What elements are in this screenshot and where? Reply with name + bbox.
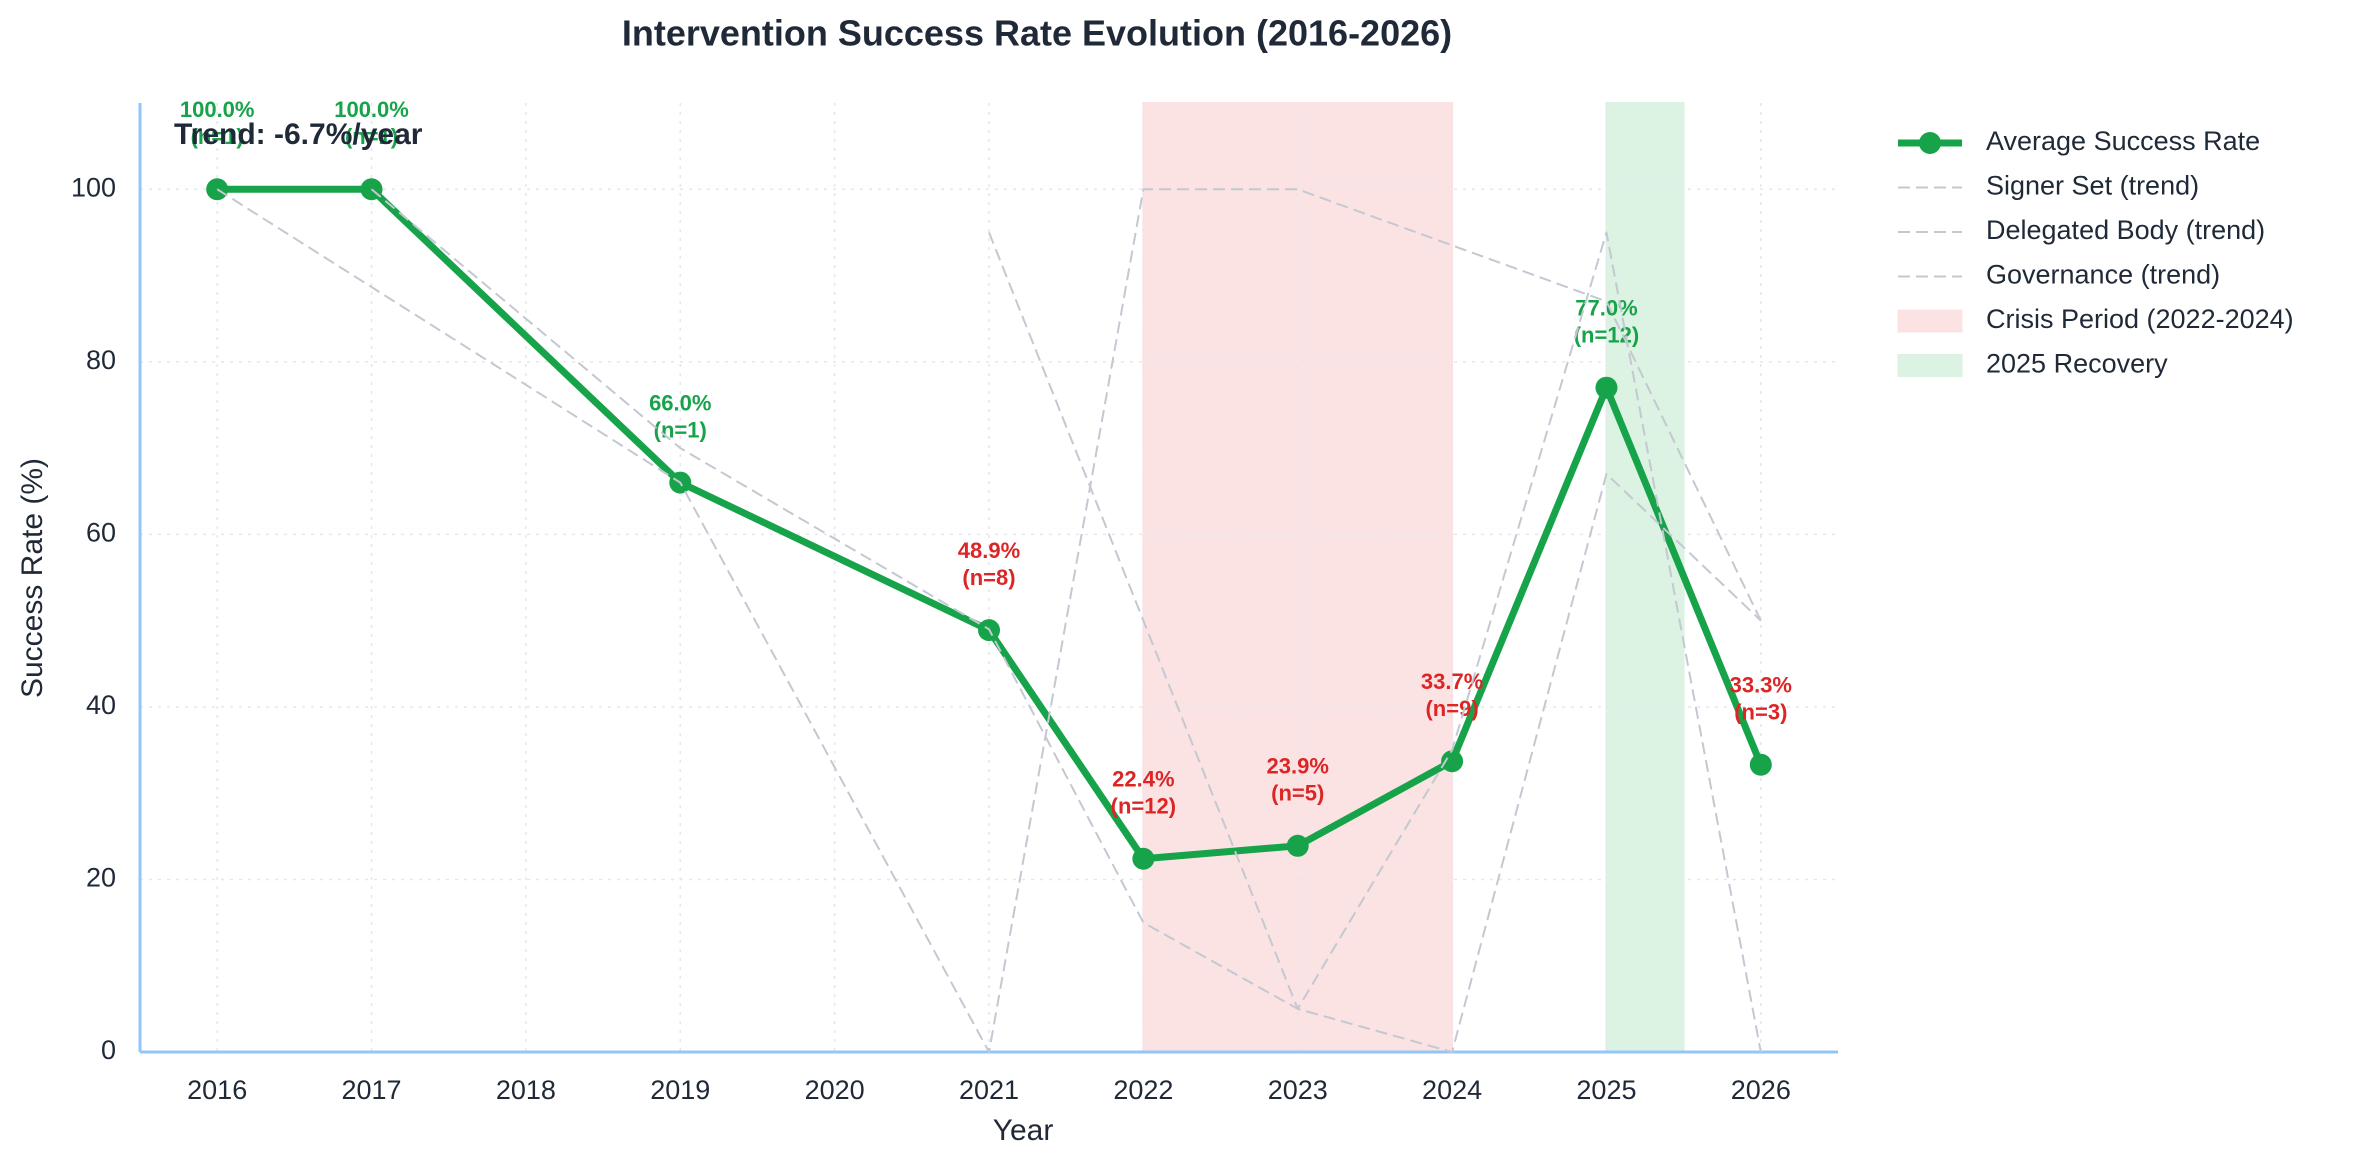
legend-label: 2025 Recovery xyxy=(1986,349,2168,379)
x-tick-label: 2016 xyxy=(187,1075,247,1105)
trend-line xyxy=(370,188,1762,1053)
data-label: (n=1) xyxy=(345,124,398,149)
x-tick-label: 2020 xyxy=(805,1075,865,1105)
chart-title: Intervention Success Rate Evolution (201… xyxy=(622,13,1452,54)
shaded-region xyxy=(1605,102,1685,1053)
x-axis-label: Year xyxy=(993,1114,1054,1147)
trend-line xyxy=(216,188,1762,1053)
data-label: (n=12) xyxy=(1574,323,1639,348)
legend-label: Average Success Rate xyxy=(1986,126,2260,156)
x-tick-label: 2017 xyxy=(342,1075,402,1105)
x-tick-label: 2023 xyxy=(1268,1075,1328,1105)
data-label: (n=8) xyxy=(962,565,1015,590)
y-tick-label: 100 xyxy=(71,172,116,202)
data-label: 23.9% xyxy=(1267,754,1329,779)
point xyxy=(1441,750,1464,773)
data-label: (n=12) xyxy=(1111,794,1176,819)
shaded-region xyxy=(1142,102,1454,1053)
data-label: (n=9) xyxy=(1425,696,1478,721)
data-label: 33.7% xyxy=(1421,669,1483,694)
legend-swatch xyxy=(1897,354,1963,377)
legend-label: Crisis Period (2022-2024) xyxy=(1986,304,2294,334)
x-tick-label: 2019 xyxy=(650,1075,710,1105)
legend-label: Delegated Body (trend) xyxy=(1986,215,2265,245)
point xyxy=(1132,847,1155,870)
data-label: (n=1) xyxy=(191,124,244,149)
y-tick-label: 60 xyxy=(86,517,116,547)
data-label: 100.0% xyxy=(334,97,409,122)
y-axis-label: Success Rate (%) xyxy=(16,458,49,698)
legend-label: Governance (trend) xyxy=(1986,260,2220,290)
data-label: 33.3% xyxy=(1730,673,1792,698)
data-label: 22.4% xyxy=(1112,767,1174,792)
data-label: 66.0% xyxy=(649,390,711,415)
x-tick-label: 2021 xyxy=(959,1075,1019,1105)
legend-swatch xyxy=(1897,309,1963,333)
x-tick-label: 2022 xyxy=(1113,1075,1173,1105)
x-tick-label: 2024 xyxy=(1422,1075,1482,1105)
data-label: (n=3) xyxy=(1734,700,1787,725)
y-tick-label: 0 xyxy=(101,1035,116,1065)
x-tick-label: 2025 xyxy=(1576,1075,1636,1105)
data-label: (n=1) xyxy=(654,417,707,442)
legend-swatch xyxy=(1919,132,1941,154)
point xyxy=(1749,753,1772,776)
data-label: 100.0% xyxy=(180,97,255,122)
annotation: Trend: -6.7%/year xyxy=(174,118,423,151)
data-label: 48.9% xyxy=(958,538,1020,563)
x-tick-label: 2018 xyxy=(496,1075,556,1105)
x-tick-label: 2026 xyxy=(1731,1075,1791,1105)
data-label: (n=5) xyxy=(1271,781,1324,806)
data-label: 77.0% xyxy=(1575,296,1637,321)
legend-label: Signer Set (trend) xyxy=(1986,171,2199,201)
point xyxy=(1595,376,1618,399)
trend-line xyxy=(988,231,1762,1053)
line xyxy=(217,185,1765,863)
y-tick-label: 40 xyxy=(86,690,116,720)
point xyxy=(1286,834,1309,857)
y-tick-label: 20 xyxy=(86,863,116,893)
y-tick-label: 80 xyxy=(86,345,116,375)
